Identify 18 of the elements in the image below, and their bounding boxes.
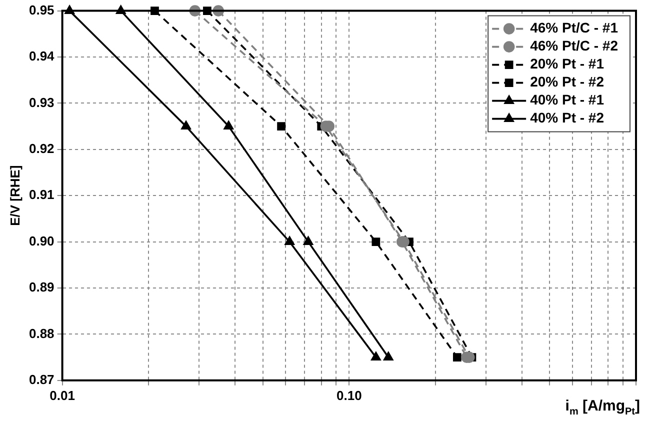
- y-tick-label: 0.90: [28, 233, 54, 248]
- legend-label: 20% Pt - #1: [530, 56, 604, 72]
- y-tick-label: 0.87: [28, 372, 54, 387]
- legend-label: 46% Pt/C - #2: [530, 38, 618, 54]
- x-tick-label: 0.01: [50, 388, 75, 403]
- legend-label: 20% Pt - #2: [530, 74, 604, 90]
- y-tick-label: 0.88: [28, 326, 54, 341]
- y-tick-label: 0.95: [28, 2, 54, 18]
- y-tick-label: 0.94: [28, 48, 56, 64]
- y-tick-label: 0.89: [28, 280, 54, 295]
- y-tick-label: 0.91: [28, 187, 54, 202]
- x-tick-label: 0.10: [336, 388, 362, 403]
- legend-label: 46% Pt/C - #1: [530, 20, 618, 36]
- legend-label: 40% Pt - #1: [530, 92, 604, 108]
- y-tick-label: 0.93: [28, 94, 54, 110]
- legend-label: 40% Pt - #2: [530, 110, 604, 126]
- y-axis-title: E/V [RHE]: [8, 165, 23, 226]
- y-tick-label: 0.92: [28, 140, 54, 156]
